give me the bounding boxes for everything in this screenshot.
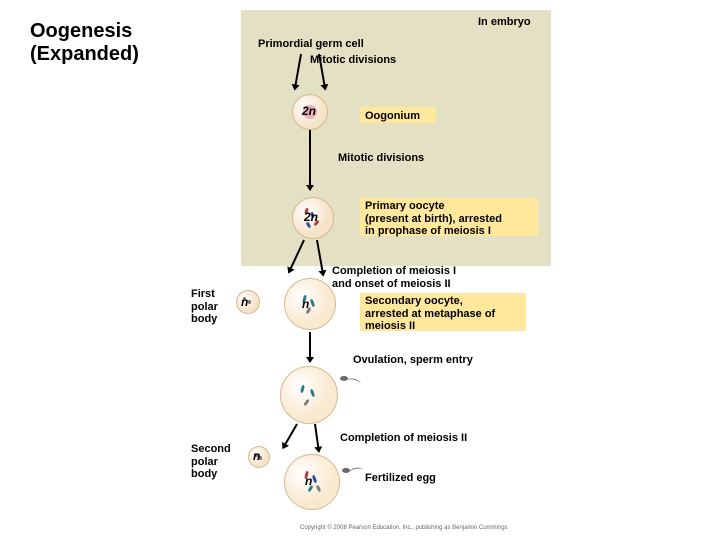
title-line1: Oogenesis — [30, 20, 132, 42]
ovulated-oocyte-cell — [280, 366, 338, 424]
mitotic1-label: Mitotic divisions — [310, 54, 396, 67]
copyright-text: Copyright © 2008 Pearson Education, Inc.… — [300, 525, 508, 532]
ploidy-mark: n — [253, 450, 260, 464]
ploidy-mark: n — [302, 298, 309, 312]
primordial-label: Primordial germ cell — [258, 38, 364, 51]
ploidy-mark: 2n — [302, 105, 316, 119]
arrow-icon — [282, 424, 298, 449]
arrow-icon — [309, 332, 311, 362]
secondary-oocyte-cell — [284, 278, 336, 330]
in-embryo-label: In embryo — [478, 16, 531, 29]
first-polar-label: First polar body — [191, 288, 218, 326]
ploidy-mark: n — [305, 475, 312, 489]
fertilized-label: Fertilized egg — [365, 472, 436, 485]
second-polar-label: Second polar body — [191, 443, 231, 481]
ploidy-mark: 2n — [304, 211, 318, 225]
ovulation-label: Ovulation, sperm entry — [353, 354, 473, 367]
completion-m2-label: Completion of meiosis II — [340, 432, 467, 445]
secondary-oocyte-label: Secondary oocyte, arrested at metaphase … — [365, 295, 495, 333]
page-title: Oogenesis (Expanded) — [30, 20, 139, 66]
arrow-icon — [309, 130, 311, 190]
diagram-canvas: Oogenesis (Expanded) In embryo Primordia… — [0, 0, 720, 540]
oogonium-label: Oogonium — [365, 110, 420, 123]
completion-m1-label: Completion of meiosis I and onset of mei… — [332, 265, 456, 290]
mitotic2-label: Mitotic divisions — [338, 152, 424, 165]
primary-oocyte-label: Primary oocyte (present at birth), arres… — [365, 200, 502, 238]
ploidy-mark: n — [241, 296, 248, 310]
title-line2: (Expanded) — [30, 43, 139, 65]
arrow-icon — [314, 424, 320, 452]
